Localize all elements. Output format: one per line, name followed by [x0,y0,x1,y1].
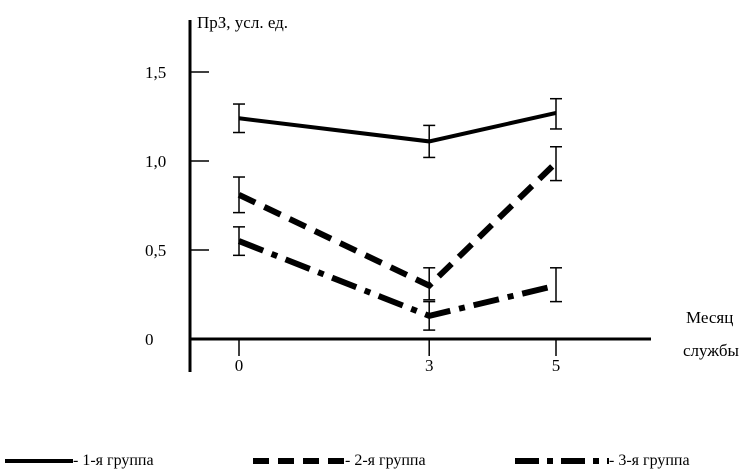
axis-labels: ПрЗ, усл. ед. Месяц службы [197,13,739,360]
legend-label: - 2-я группа [345,452,426,469]
y-tick-label: 1,0 [145,152,166,171]
legend-swatch-dashed [253,458,345,465]
legend-item-3: - 3-я группа [515,451,690,471]
legend-label: - 1-я группа [73,452,154,469]
x-axis-label-line1: Месяц [686,308,733,327]
error-bar [550,267,562,303]
series-line-1 [238,110,557,144]
y-axis-label: ПрЗ, усл. ед. [197,13,288,32]
x-tick-label: 0 [235,356,244,375]
legend-swatch-dashdot [515,458,609,465]
chart: 0 0,5 1,0 1,5 0 3 5 ПрЗ, усл. ед. Месяц службы [145,13,739,375]
series-lines [237,110,559,319]
x-axis-label-line2: службы [683,341,739,360]
legend-swatch-solid [5,459,73,464]
y-tick-label: 0,5 [145,241,166,260]
series-line-2 [237,160,559,290]
error-bar [550,146,562,182]
y-tick-label: 0 [145,330,154,349]
legend-item-2: - 2-я группа [253,451,426,471]
axes: 0 0,5 1,0 1,5 0 3 5 [145,20,651,375]
x-tick-label: 5 [552,356,561,375]
series-line-3 [237,238,557,319]
legend-label: - 3-я группа [609,452,690,469]
legend-item-1: - 1-я группа [5,451,154,471]
x-tick-label: 3 [425,356,434,375]
y-tick-label: 1,5 [145,63,166,82]
